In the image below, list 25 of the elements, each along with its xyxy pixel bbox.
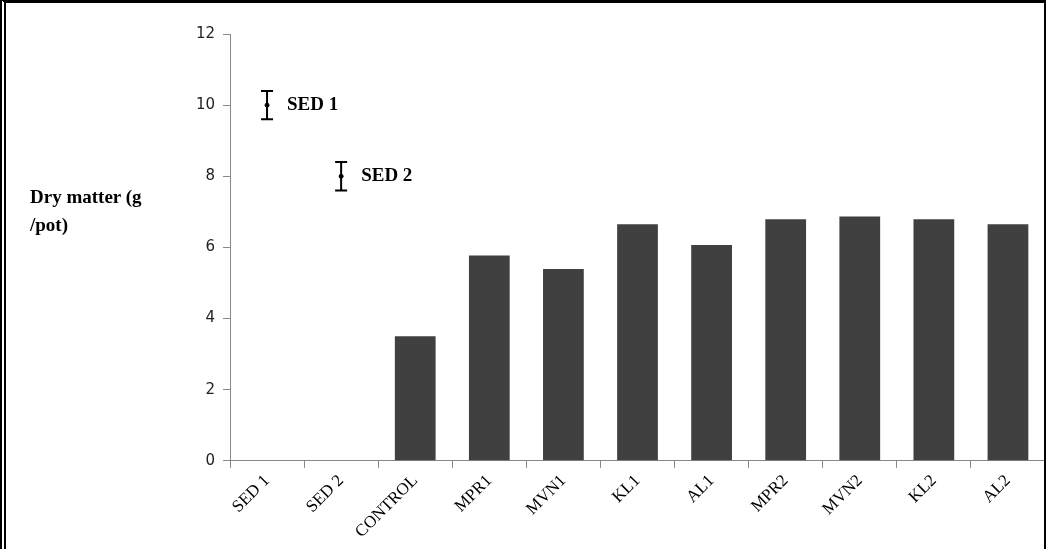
bar [987, 224, 1029, 461]
y-tick-label: 6 [205, 237, 215, 256]
bar [839, 216, 881, 461]
y-tick-label: 4 [205, 308, 215, 327]
bar [394, 336, 436, 461]
bar [617, 224, 658, 461]
bar [691, 244, 732, 461]
y-tick-label: 8 [205, 166, 215, 185]
bar [543, 269, 584, 461]
y-tick-label: 12 [195, 23, 215, 42]
bar [913, 219, 955, 461]
bar [765, 219, 807, 461]
x-tick-label: AL2 [978, 470, 1014, 507]
x-tick-label: SED 1 [227, 470, 274, 516]
y-tick-label: 0 [205, 450, 215, 469]
x-tick-label: SED 2 [301, 470, 348, 516]
x-tick-label: KL2 [904, 470, 940, 507]
y-axis-title: Dry matter (g /pot) [29, 185, 142, 236]
annotation: SED 2 [361, 164, 413, 186]
x-tick-label: AL1 [682, 470, 718, 507]
y-tick-label: 2 [205, 379, 215, 398]
y-tick-label: 10 [195, 95, 215, 114]
bar [468, 255, 510, 461]
annotation: SED 1 [287, 93, 339, 115]
x-tick-label: KL1 [608, 470, 644, 507]
